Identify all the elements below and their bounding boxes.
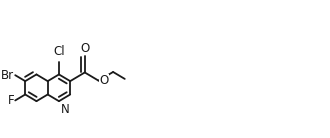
Text: Cl: Cl [53, 45, 65, 58]
Text: O: O [80, 42, 89, 55]
Text: O: O [99, 74, 109, 87]
Text: N: N [60, 103, 69, 116]
Text: F: F [8, 94, 14, 107]
Text: Br: Br [1, 69, 14, 82]
